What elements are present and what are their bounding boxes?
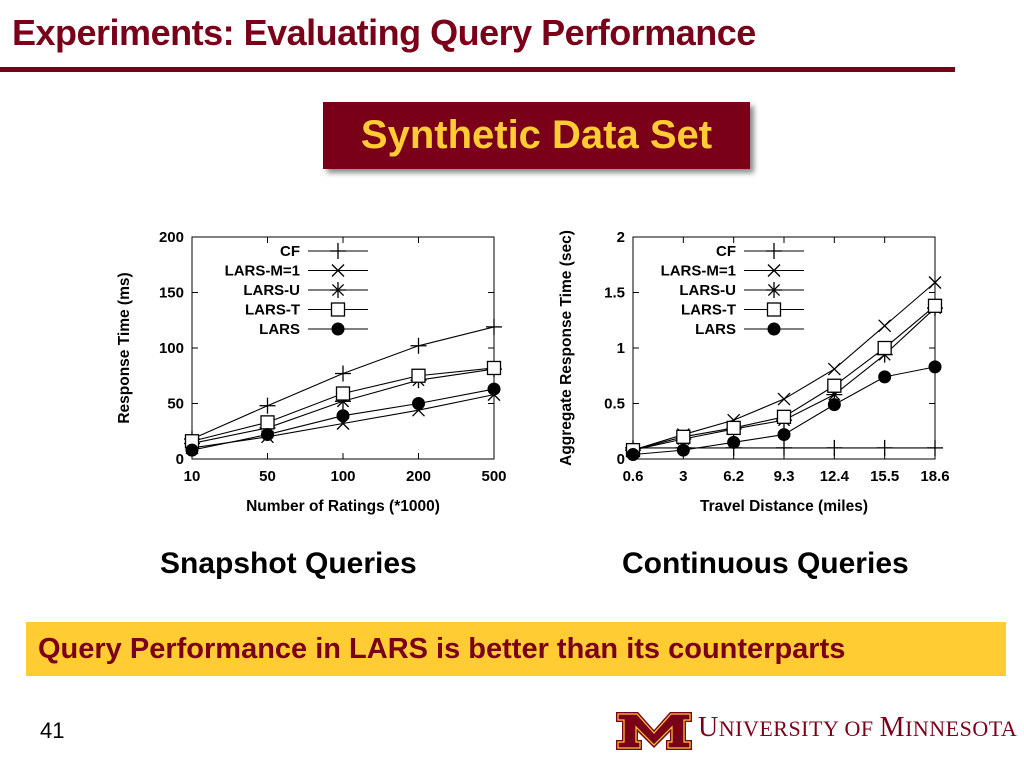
continuous-lars-t-point-3 (776, 409, 792, 424)
continuous-lars-t-point-1 (676, 429, 691, 444)
continuous-xtick-label-2: 6.2 (723, 468, 744, 485)
continuous-lars-t-legend-label: LARS-T (681, 302, 736, 319)
snapshot-lars-legend-marker (331, 322, 345, 336)
continuous-xtick-label-4: 12.4 (820, 468, 850, 485)
continuous-ytick-label-0: 0 (617, 451, 625, 468)
block-m-logo-icon (616, 712, 692, 750)
continuous-lars-t-point-5 (877, 340, 892, 356)
continuous-lars-u-legend-marker (766, 282, 782, 298)
snapshot-lars-point-0 (185, 443, 199, 457)
continuous-lars-m-1-point-3 (777, 392, 791, 406)
continuous-xtick-label-0: 0.6 (623, 468, 644, 485)
continuous-cf-point-6 (927, 439, 943, 456)
continuous-cf-point-4 (826, 439, 843, 456)
continuous-lars-point-1 (676, 443, 690, 457)
continuous-lars-t-point-4 (827, 378, 842, 393)
snapshot-ytick-label-4: 200 (159, 229, 184, 246)
snapshot-queries-chart: 0 50 100 150 200 10 50 100 200 500 Number of Ratin… (116, 229, 507, 515)
snapshot-lars-t-point-3 (411, 368, 426, 383)
snapshot-lars-u-legend-label: LARS-U (243, 282, 300, 299)
continuous-ytick-label-4: 2 (617, 229, 625, 246)
snapshot-ytick-label-2: 100 (159, 340, 184, 357)
continuous-lars-point-6 (928, 360, 942, 374)
snapshot-xtick-label-0: 10 (184, 468, 201, 485)
snapshot-x-axis-label: Number of Ratings (*1000) (246, 498, 440, 515)
snapshot-cf-legend-label: CF (280, 243, 300, 260)
continuous-y-axis-label: Aggregate Response Time (sec) (558, 230, 575, 466)
continuous-lars-m-1-point-5 (878, 319, 892, 333)
snapshot-ytick-label-1: 50 (167, 396, 184, 413)
snapshot-cf-point-2 (335, 365, 351, 382)
snapshot-xtick-label-1: 50 (259, 468, 276, 485)
snapshot-xtick-label-2: 100 (330, 468, 355, 485)
continuous-queries-caption: Continuous Queries (622, 547, 909, 580)
continuous-queries-chart: 0 0.5 1 1.5 2 0.6 3 6.2 9.3 12.4 15.5 18.6 Travel Di… (558, 229, 950, 515)
continuous-cf-legend-label: CF (716, 243, 736, 260)
continuous-lars-t-point-6 (927, 298, 943, 313)
snapshot-lars-point-2 (336, 409, 350, 423)
continuous-lars-point-3 (777, 428, 791, 442)
continuous-lars-point-4 (827, 398, 841, 412)
snapshot-lars-t-point-1 (260, 415, 275, 430)
snapshot-lars-t-point-2 (335, 386, 351, 401)
snapshot-lars-point-1 (261, 428, 274, 442)
continuous-ytick-label-3: 1.5 (604, 285, 625, 302)
continuous-lars-legend-label: LARS (695, 321, 736, 338)
continuous-ytick-label-1: 0.5 (604, 396, 625, 413)
continuous-lars-u-legend-label: LARS-U (679, 282, 736, 299)
continuous-lars-t-legend-marker (766, 302, 782, 317)
page-number: 41 (40, 718, 65, 743)
snapshot-lars-m-1-legend-marker (331, 264, 345, 277)
snapshot-xtick-label-3: 200 (406, 468, 431, 485)
snapshot-lars-m-1-legend-label: LARS-M=1 (225, 263, 300, 280)
continuous-xtick-label-5: 15.5 (870, 468, 899, 485)
continuous-cf-point-5 (876, 439, 893, 456)
continuous-xtick-label-3: 9.3 (774, 468, 795, 485)
title-rule (0, 67, 955, 72)
continuous-lars-point-2 (727, 435, 741, 449)
continuous-cf-legend-marker (766, 243, 782, 259)
continuous-lars-m-1-legend-marker (767, 264, 781, 277)
continuous-ytick-label-2: 1 (617, 340, 625, 357)
snapshot-cf-legend-marker (330, 243, 346, 259)
continuous-lars-legend-marker (767, 322, 781, 336)
snapshot-cf-point-1 (259, 397, 276, 414)
continuous-lars-point-5 (878, 370, 892, 384)
synthetic-data-set-label: Synthetic Data Set (360, 113, 713, 157)
snapshot-lars-t-point-4 (486, 360, 502, 376)
continuous-lars-m-1-legend-label: LARS-M=1 (661, 263, 736, 280)
snapshot-y-axis-label: Response Time (ms) (116, 272, 133, 423)
snapshot-lars-legend-label: LARS (259, 321, 300, 338)
slide-title: Experiments: Evaluating Query Performanc… (12, 12, 756, 53)
snapshot-cf-point-4 (486, 318, 502, 335)
snapshot-lars-t-legend-label: LARS-T (245, 302, 300, 319)
university-name: UNIVERSITY OF MINNESOTA (698, 712, 1018, 743)
continuous-xtick-label-1: 3 (679, 468, 687, 485)
continuous-xtick-label-6: 18.6 (920, 468, 949, 485)
snapshot-ytick-label-0: 0 (176, 451, 184, 468)
conclusion-text: Query Performance in LARS is better than… (38, 632, 846, 665)
continuous-lars-point-0 (626, 448, 640, 462)
snapshot-lars-point-3 (412, 397, 425, 410)
continuous-x-axis-label: Travel Distance (miles) (700, 498, 868, 515)
snapshot-xtick-label-4: 500 (481, 468, 506, 485)
snapshot-queries-caption: Snapshot Queries (160, 547, 417, 580)
continuous-lars-t-point-2 (726, 420, 741, 436)
snapshot-lars-u-legend-marker (330, 282, 346, 298)
snapshot-lars-point-4 (487, 382, 501, 396)
conclusion-banner: Query Performance in LARS is better than… (26, 622, 1006, 676)
snapshot-cf-point-3 (410, 337, 427, 354)
continuous-lars-m-1-point-4 (827, 362, 841, 376)
snapshot-ytick-label-3: 150 (159, 285, 184, 302)
snapshot-lars-t-legend-marker (330, 302, 346, 317)
continuous-lars-m-1-point-6 (928, 276, 942, 289)
continuous-cf-point-3 (776, 439, 792, 456)
synthetic-data-set-banner: Synthetic Data Set (323, 102, 750, 169)
